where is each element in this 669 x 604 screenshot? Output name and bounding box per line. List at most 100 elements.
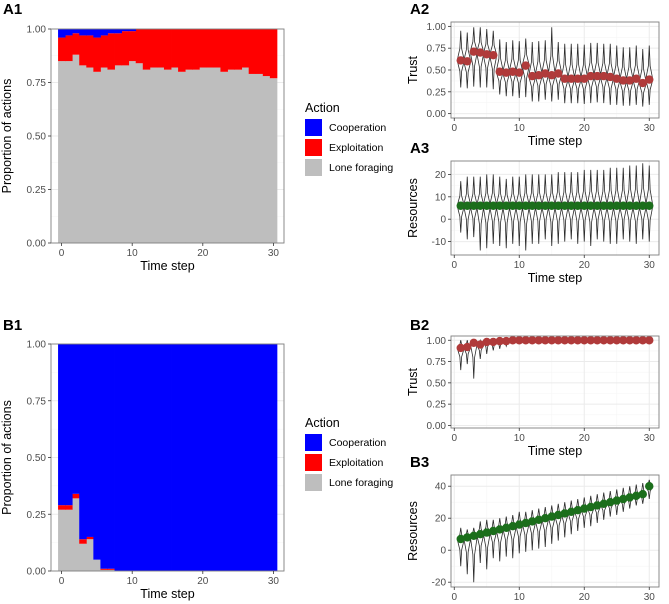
panel-a2-violin — [463, 32, 472, 89]
panel-b2-border — [450, 335, 660, 429]
panel-b1-bar-cooperation — [227, 344, 235, 571]
panel-b2-xtick-label: 30 — [644, 433, 656, 444]
panel-a2-point — [625, 76, 634, 85]
panel-b1-bar-cooperation — [171, 344, 179, 571]
panel-b2-point — [612, 336, 621, 345]
panel-a2-point — [495, 67, 504, 76]
panel-b2-data — [456, 336, 654, 379]
panel-b2-ylabel: Trust — [406, 367, 420, 396]
panel-a1-bar-cooperation — [65, 29, 73, 36]
panel-a1-bar-lone-foraging — [149, 67, 158, 244]
panel-b1-bar-cooperation — [248, 344, 257, 571]
panel-a2-point — [645, 75, 654, 84]
panel-b2-point — [606, 336, 615, 345]
panel-a1-bar-exploitation — [142, 29, 151, 70]
panel-a3-violin — [632, 165, 641, 244]
legend-b-swatch-cooperation — [305, 434, 322, 451]
panel-b3-ytick-label: -20 — [432, 578, 447, 589]
panel-a2-violin — [599, 43, 608, 104]
panel-b2-point — [593, 336, 602, 345]
panel-b1-bar-lone-foraging — [100, 569, 108, 571]
panel-b1-ylabel: Proportion of actions — [0, 400, 14, 515]
panel-b1-series-lone-foraging — [58, 498, 115, 571]
legend-b-label-cooperation: Cooperation — [329, 437, 386, 449]
panel-b3-point — [573, 506, 582, 515]
panel-a1-bar-lone-foraging — [248, 73, 257, 243]
panel-a3-violin — [612, 167, 621, 244]
panel-a1-bar-exploitation — [58, 37, 66, 62]
panel-b1-xtick-label: 30 — [268, 576, 280, 587]
panel-a2-violin — [573, 43, 582, 104]
panel-a1-xtick-label: 10 — [127, 248, 139, 259]
panel-a3-point — [580, 201, 589, 210]
panel-a1-bar-exploitation — [72, 33, 80, 55]
panel-b1-bar-cooperation — [121, 344, 130, 571]
panel-b1-bar-cooperation — [213, 344, 221, 571]
panel-b2-xtick-label: 0 — [451, 433, 457, 444]
panel-a3-point — [489, 201, 498, 210]
legend-a-swatch-cooperation — [305, 119, 322, 136]
panel-b2-point — [463, 342, 472, 352]
legend-a-swatch-lone-foraging — [305, 159, 322, 176]
panel-a1-bar-lone-foraging — [192, 69, 200, 243]
panel-b2-point — [547, 336, 556, 345]
panel-a1-bar-exploitation — [156, 29, 165, 68]
panel-a3-point — [612, 201, 621, 210]
panel-a1-bar-exploitation — [234, 29, 243, 70]
panel-a3-ytick-label: 10 — [435, 192, 447, 203]
panel-a3-violin — [469, 176, 478, 238]
panel-b3-point — [638, 490, 647, 499]
panel-b1-bar-cooperation — [220, 344, 228, 571]
legend-a-label-cooperation: Cooperation — [329, 122, 386, 134]
panel-a1-bar-cooperation — [100, 29, 108, 36]
panel-b2-point — [456, 343, 465, 353]
panel-a3-point — [586, 201, 595, 210]
panel-a2-violin — [632, 45, 641, 105]
panel-b1-bar-cooperation — [163, 344, 172, 571]
panel-b3-xtick-label: 30 — [644, 592, 656, 603]
panel-a2-violin — [469, 27, 478, 87]
panel-a1-bar-exploitation — [220, 29, 228, 72]
panel-a2-point — [469, 47, 478, 56]
panel-b1-xtick-label: 10 — [127, 576, 139, 587]
panel-b1-bar-exploitation — [58, 505, 66, 510]
panel-b1-axes: 0 10 20 30 0.00 0.25 0.50 0.75 1.00 Time step Prop… — [0, 340, 279, 602]
panel-b3-grid — [451, 475, 659, 587]
panel-a1-bar-lone-foraging — [199, 67, 207, 244]
panel-a3-point — [567, 201, 576, 210]
panel-b1-bar-exploitation — [79, 539, 87, 544]
panel-a1-bar-exploitation — [79, 35, 87, 66]
panel-a1-bar-lone-foraging — [65, 61, 73, 243]
panel-a2-violin — [489, 30, 498, 90]
panel-a1-bar-exploitation — [178, 29, 186, 72]
panel-a1-bar-lone-foraging — [269, 78, 278, 243]
panel-b3-point — [619, 494, 628, 504]
panel-a2-point — [534, 71, 543, 80]
panel-b2-point — [508, 336, 517, 345]
panel-a1-bar-exploitation — [163, 29, 172, 70]
panel-a3-point — [573, 201, 582, 210]
panel-a2-point — [567, 74, 576, 83]
panel-a1-axes: 0 10 20 30 0.00 0.25 0.50 0.75 1.00 Time step Prop… — [0, 25, 279, 274]
panel-a1-bar-lone-foraging — [234, 69, 243, 243]
panel-a2-point — [456, 56, 465, 65]
panel-a1-bar-lone-foraging — [255, 73, 264, 243]
panel-a1-ytick-label: 0.75 — [27, 78, 47, 89]
panel-b2-point — [599, 336, 608, 345]
panel-a1-bar-cooperation — [107, 29, 115, 34]
panel-a2-point — [541, 69, 550, 78]
panel-b3-ytick-label: 40 — [435, 482, 447, 493]
panel-b1-xtick-label: 20 — [197, 576, 209, 587]
panel-a2-violin — [638, 49, 647, 107]
panel-a1-bar-exploitation — [114, 33, 123, 66]
panel-b1-bar-cooperation — [192, 344, 200, 571]
panel-a2-point — [554, 69, 563, 78]
panel-b2-point — [515, 336, 524, 345]
panel-b1-xlabel: Time step — [140, 587, 194, 601]
panel-a3-point — [547, 201, 556, 210]
panel-b3-point — [599, 499, 608, 508]
panel-a1-ytick-label: 0.50 — [27, 132, 47, 143]
panel-a1-ytick-label: 1.00 — [27, 25, 47, 36]
